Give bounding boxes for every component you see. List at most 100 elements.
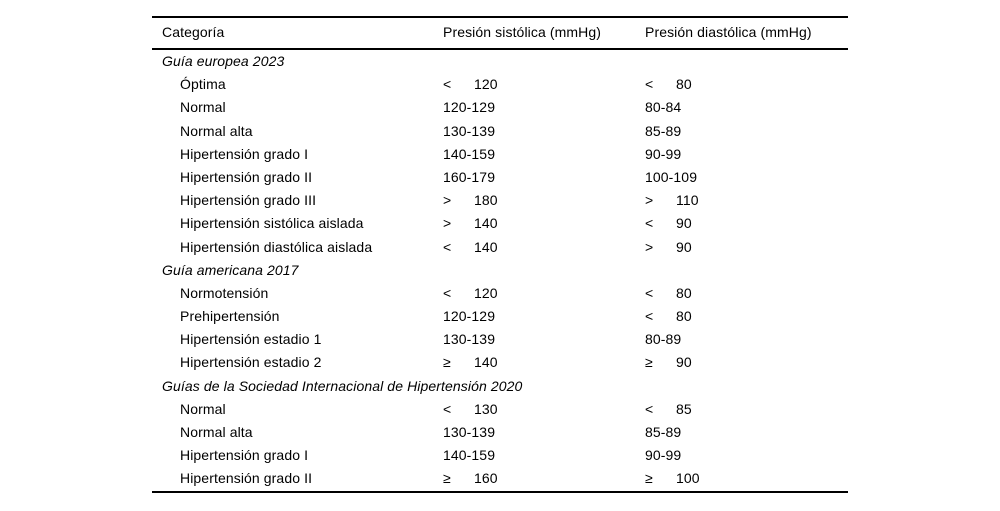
diastolic-operator: <: [645, 308, 654, 325]
diastolic-cell: >110: [645, 189, 699, 212]
systolic-value: 140: [474, 354, 498, 371]
diastolic-value: 90-99: [645, 145, 682, 162]
header-diastolic: Presión diastólica (mmHg): [645, 24, 812, 40]
systolic-cell: >180: [443, 189, 498, 212]
category-cell: Hipertensión grado II: [180, 168, 313, 185]
diastolic-operator: ≥: [645, 470, 653, 487]
table-row: Hipertensión grado II 160-179 100-109: [152, 166, 848, 189]
diastolic-operator: >: [645, 192, 654, 209]
systolic-value: 120-129: [443, 308, 496, 325]
category-cell: Hipertensión grado I: [180, 447, 309, 464]
diastolic-value: 85-89: [645, 122, 682, 139]
diastolic-operator: <: [645, 76, 654, 93]
category-cell: Normal alta: [180, 122, 253, 139]
category-cell: Hipertensión grado III: [180, 192, 317, 209]
systolic-cell: 140-159: [443, 143, 495, 166]
systolic-operator: >: [443, 215, 452, 232]
category-cell: Hipertensión estadio 2: [180, 354, 322, 371]
diastolic-value: 85-89: [645, 424, 682, 440]
diastolic-cell: <80: [645, 282, 692, 305]
category-cell: Óptima: [180, 76, 226, 93]
systolic-operator: <: [443, 76, 452, 93]
table-row: Hipertensión grado II ≥160 ≥100: [152, 467, 848, 490]
category-cell: Normal: [180, 400, 226, 417]
category-cell: Normal: [180, 99, 226, 116]
section-row: Guía europea 2023: [152, 50, 848, 73]
category-cell: Hipertensión estadio 1: [180, 331, 322, 348]
diastolic-cell: 85-89: [645, 120, 681, 143]
diastolic-value: 80: [676, 284, 692, 301]
diastolic-cell: <80: [645, 73, 692, 96]
section-title: Guía europea 2023: [162, 53, 285, 69]
diastolic-operator: <: [645, 400, 654, 417]
category-cell: Hipertensión sistólica aislada: [180, 215, 364, 232]
category-cell: Hipertensión diastólica aislada: [180, 238, 373, 255]
diastolic-value: 90-99: [645, 447, 682, 464]
diastolic-value: 80-89: [645, 331, 682, 348]
category-cell: Hipertensión grado I: [180, 145, 309, 162]
table-row: Hipertensión grado I 140-159 90-99: [152, 143, 848, 166]
table-row: Normal <130 <85: [152, 398, 848, 421]
table-row: Hipertensión diastólica aislada <140 >90: [152, 236, 848, 259]
systolic-cell: 120-129: [443, 96, 495, 119]
systolic-cell: 160-179: [443, 166, 495, 189]
diastolic-cell: 90-99: [645, 143, 681, 166]
diastolic-value: 90: [676, 354, 692, 371]
table-row: Hipertensión grado III >180 >110: [152, 189, 848, 212]
category-cell: Prehipertensión: [180, 308, 280, 325]
systolic-value: 120-129: [443, 99, 496, 116]
diastolic-value: 85: [676, 400, 692, 417]
diastolic-cell: <85: [645, 398, 692, 421]
systolic-operator: ≥: [443, 354, 451, 371]
systolic-value: 130-139: [443, 122, 496, 139]
section-row: Guías de la Sociedad Internacional de Hi…: [152, 375, 848, 398]
systolic-cell: 130-139: [443, 421, 495, 444]
systolic-operator: <: [443, 238, 452, 255]
diastolic-value: 100: [676, 470, 700, 487]
diastolic-cell: 80-84: [645, 96, 681, 119]
systolic-cell: 130-139: [443, 328, 495, 351]
category-cell: Normotensión: [180, 284, 269, 301]
diastolic-value: 90: [676, 215, 692, 232]
diastolic-value: 80-84: [645, 99, 682, 116]
systolic-cell: <120: [443, 282, 498, 305]
systolic-cell: 130-139: [443, 120, 495, 143]
systolic-cell: <120: [443, 73, 498, 96]
diastolic-cell: <90: [645, 212, 692, 235]
section-row: Guía americana 2017: [152, 259, 848, 282]
diastolic-cell: 90-99: [645, 444, 681, 467]
table-header-row: Categoría Presión sistólica (mmHg) Presi…: [152, 18, 848, 50]
systolic-value: 120: [474, 284, 498, 301]
table-row: Óptima <120 <80: [152, 73, 848, 96]
systolic-cell: ≥140: [443, 351, 498, 374]
systolic-value: 160-179: [443, 168, 496, 185]
systolic-value: 130-139: [443, 331, 496, 348]
diastolic-value: 110: [676, 192, 699, 209]
diastolic-cell: ≥90: [645, 351, 692, 374]
systolic-cell: ≥160: [443, 467, 498, 490]
diastolic-operator: <: [645, 284, 654, 301]
diastolic-cell: >90: [645, 236, 692, 259]
table-row: Hipertensión estadio 2 ≥140 ≥90: [152, 351, 848, 374]
systolic-cell: <130: [443, 398, 498, 421]
diastolic-value: 100-109: [645, 168, 698, 185]
table-row: Hipertensión estadio 1 130-139 80-89: [152, 328, 848, 351]
systolic-operator: >: [443, 192, 452, 209]
systolic-cell: <140: [443, 236, 498, 259]
diastolic-value: 80: [676, 308, 692, 325]
diastolic-value: 90: [676, 238, 692, 255]
table-row: Prehipertensión 120-129 <80: [152, 305, 848, 328]
category-cell: Hipertensión grado II: [180, 470, 313, 487]
blood-pressure-table: Categoría Presión sistólica (mmHg) Presi…: [152, 16, 848, 493]
category-cell: Normal alta: [180, 424, 253, 440]
section-title: Guía americana 2017: [162, 261, 299, 278]
diastolic-cell: 80-89: [645, 328, 681, 351]
table-row: Normal alta 130-139 85-89: [152, 120, 848, 143]
systolic-cell: 140-159: [443, 444, 495, 467]
systolic-value: 140: [474, 215, 498, 232]
systolic-operator: <: [443, 284, 452, 301]
diastolic-cell: <80: [645, 305, 692, 328]
table-row: Normal 120-129 80-84: [152, 96, 848, 119]
table-row: Normal alta 130-139 85-89: [152, 421, 848, 444]
